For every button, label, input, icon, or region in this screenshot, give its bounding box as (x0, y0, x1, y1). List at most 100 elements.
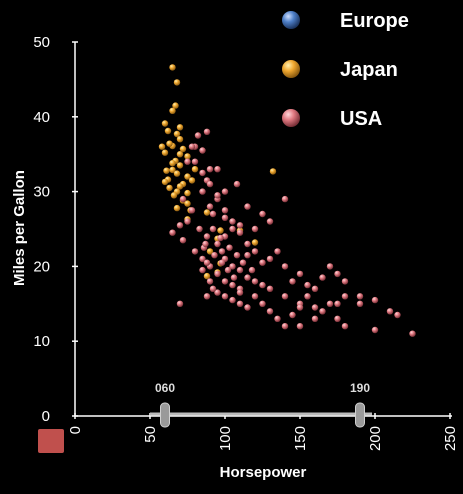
data-point-japan (173, 170, 181, 177)
data-point-usa (266, 285, 274, 292)
data-point-usa (371, 296, 379, 304)
data-point-usa (188, 143, 196, 150)
data-point-usa (311, 315, 319, 322)
slider-handle-value: 190 (350, 381, 370, 395)
range-slider-low-handle[interactable]: 060 (155, 381, 175, 428)
data-point-usa (179, 237, 187, 244)
data-point-usa (199, 169, 206, 177)
data-point-japan (161, 149, 169, 156)
data-point-usa (266, 218, 274, 225)
data-point-usa (196, 225, 203, 233)
y-tick-label: 50 (33, 34, 50, 51)
data-point-usa (209, 210, 217, 218)
data-point-usa (356, 293, 364, 300)
legend-label-usa: USA (340, 108, 382, 130)
range-slider-high-handle[interactable]: 190 (350, 381, 370, 428)
x-ticks: 0 50 100 150 200 250 (67, 413, 459, 451)
data-point-usa (386, 308, 394, 315)
data-point-usa (259, 300, 266, 307)
data-point-japan (184, 173, 191, 180)
data-point-usa (226, 244, 233, 251)
data-point-usa (311, 304, 319, 311)
data-point-usa (341, 323, 349, 330)
reset-button[interactable] (38, 429, 64, 453)
x-tick-label: 50 (142, 426, 159, 443)
slider-handle-grip[interactable] (355, 402, 365, 428)
data-point-usa (236, 300, 244, 307)
data-point-japan (172, 102, 179, 109)
data-point-usa (334, 300, 341, 307)
data-point-japan (169, 166, 176, 174)
data-point-usa (244, 240, 251, 248)
legend: Europe Japan USA (282, 10, 409, 130)
data-point-usa (229, 225, 236, 233)
data-point-usa (230, 274, 238, 281)
range-slider[interactable]: 060 190 (150, 381, 372, 428)
slider-handle-value: 060 (155, 381, 175, 395)
data-point-usa (202, 240, 209, 248)
x-tick-label: 150 (292, 426, 309, 451)
data-point-usa (194, 132, 202, 139)
data-point-usa (281, 323, 289, 330)
data-point-usa (218, 248, 226, 255)
data-point-usa (371, 326, 379, 334)
data-point-usa (203, 259, 211, 266)
data-point-usa (266, 308, 274, 315)
data-point-usa (224, 266, 232, 274)
data-point-usa (214, 192, 221, 199)
data-point-japan (166, 140, 173, 147)
data-point-usa (221, 278, 229, 285)
data-point-usa (199, 188, 206, 195)
data-point-usa (289, 311, 296, 319)
data-point-usa (251, 248, 259, 255)
data-point-usa (341, 293, 349, 300)
legend-swatch-japan (282, 60, 300, 78)
data-point-usa (221, 293, 229, 300)
data-point-usa (206, 278, 214, 285)
data-point-usa (326, 300, 334, 307)
data-points (158, 64, 416, 337)
data-point-usa (214, 270, 221, 278)
data-point-usa (169, 229, 176, 236)
data-point-usa (296, 270, 304, 278)
data-point-usa (281, 293, 289, 300)
data-point-japan (158, 143, 166, 150)
y-tick-label: 10 (33, 333, 50, 350)
data-point-usa (214, 289, 221, 296)
x-tick-label: 0 (67, 426, 84, 434)
data-point-usa (304, 281, 311, 289)
data-point-usa (248, 266, 256, 274)
data-point-usa (274, 248, 281, 255)
data-point-usa (211, 252, 218, 259)
data-point-japan (176, 124, 184, 131)
data-point-japan (173, 204, 181, 212)
y-tick-label: 30 (33, 184, 50, 201)
data-point-usa (203, 128, 211, 135)
data-point-usa (199, 255, 206, 263)
data-point-usa (233, 180, 241, 188)
data-point-usa (244, 304, 251, 311)
axes (74, 42, 452, 417)
data-point-usa (229, 218, 236, 225)
data-point-usa (191, 158, 199, 165)
data-point-usa (244, 203, 251, 210)
data-point-usa (214, 240, 221, 248)
legend-swatch-usa (282, 109, 300, 127)
data-point-japan (269, 168, 277, 175)
data-point-japan (251, 239, 259, 246)
data-point-usa (206, 180, 214, 188)
data-point-usa (281, 263, 289, 270)
data-point-usa (311, 285, 319, 292)
data-point-usa (259, 259, 266, 266)
data-point-usa (209, 225, 217, 233)
data-point-japan (191, 166, 199, 173)
data-point-japan (169, 107, 176, 115)
slider-handle-grip[interactable] (160, 402, 170, 428)
data-point-usa (239, 259, 247, 266)
data-point-japan (173, 79, 181, 86)
x-axis-title: Horsepower (220, 464, 307, 481)
data-point-usa (209, 285, 217, 292)
data-point-usa (236, 289, 244, 296)
data-point-usa (179, 195, 187, 203)
